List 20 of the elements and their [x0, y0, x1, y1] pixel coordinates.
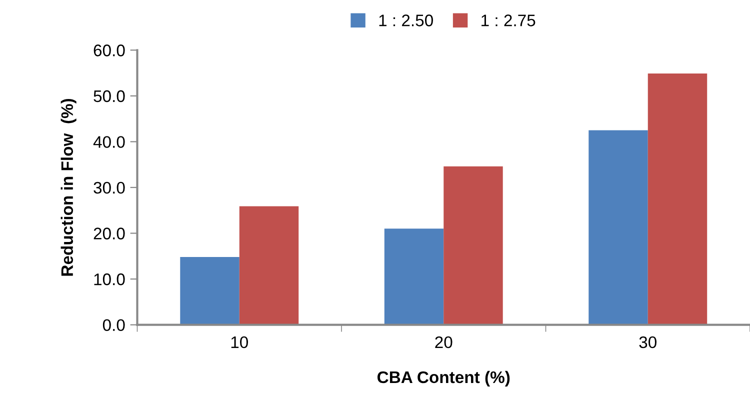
y-tick-label: 40.0 — [93, 136, 125, 148]
x-tick-label: 20 — [435, 336, 452, 348]
y-axis-title: Reduction in Flow (%) — [60, 98, 76, 276]
bar — [384, 228, 444, 325]
bar — [239, 206, 299, 325]
x-tick-label: 30 — [639, 336, 656, 348]
y-tick-label: 20.0 — [94, 228, 125, 240]
bar — [648, 73, 708, 325]
legend-label: 1 : 2.75 — [482, 14, 536, 26]
y-tick-label: 0.0 — [102, 319, 125, 332]
bar — [444, 166, 503, 325]
legend-label: 1 : 2.50 — [379, 14, 433, 26]
x-tick-label: 10 — [231, 336, 248, 348]
y-tick-label: 60.0 — [94, 44, 125, 56]
bar — [180, 257, 240, 325]
y-tick-label: 50.0 — [94, 90, 125, 102]
bar — [588, 130, 648, 325]
x-axis-title: CBA Content (%) — [378, 370, 510, 386]
y-tick-label: 30.0 — [94, 182, 125, 194]
y-tick-label: 10.0 — [94, 273, 125, 286]
